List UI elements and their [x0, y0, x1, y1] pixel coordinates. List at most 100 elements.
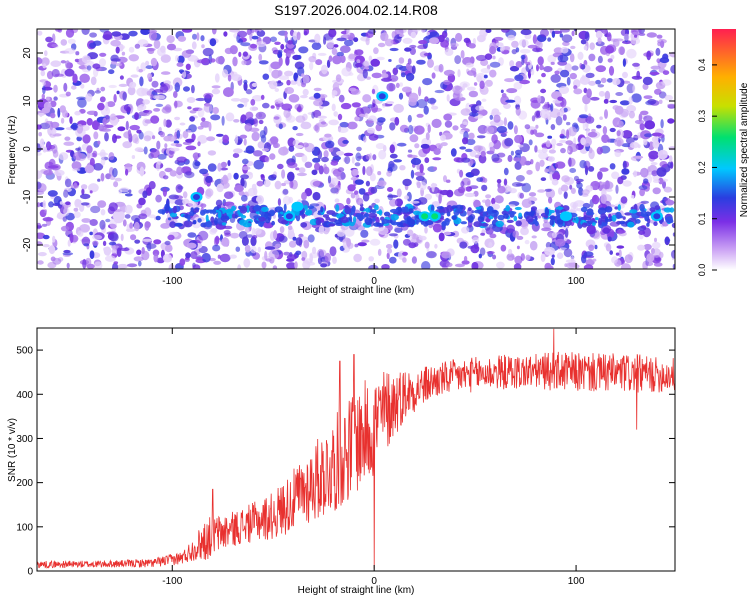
- spectrogram-cell: [51, 144, 58, 154]
- spectrogram-cell: [252, 235, 258, 239]
- spectrogram-cell: [200, 203, 207, 208]
- spectrogram-cell: [536, 149, 543, 154]
- spectrogram-cell: [326, 39, 335, 49]
- spectrogram-cell: [242, 51, 248, 57]
- spectrogram-cell: [452, 230, 460, 238]
- spectrogram-cell: [503, 167, 509, 176]
- spectrogram-cell: [652, 187, 661, 195]
- spectrogram-cell: [566, 76, 571, 86]
- spectrogram-cell: [540, 29, 549, 38]
- spectrogram-cell: [51, 43, 59, 48]
- spectrogram-cell: [466, 70, 476, 76]
- spectrogram-cell: [317, 150, 323, 160]
- spectrogram-cell: [605, 45, 615, 54]
- spectrogram-cell: [321, 156, 329, 163]
- spectrogram-cell: [304, 161, 313, 168]
- spectrogram-cell: [444, 29, 448, 34]
- spectrogram-cell: [354, 116, 360, 122]
- spectrogram-cell: [333, 111, 339, 117]
- spectrogram-cell: [197, 230, 209, 241]
- spectrogram-cell: [177, 55, 185, 64]
- spectrogram-cell: [399, 124, 409, 133]
- spectrogram-cell: [339, 45, 351, 53]
- spectrogram-cell: [513, 263, 522, 269]
- spectrogram-cell: [42, 244, 50, 248]
- spectrogram-cell: [544, 246, 556, 256]
- spectrogram-cell: [67, 38, 76, 45]
- spectrogram-cell: [205, 188, 214, 197]
- spectrogram-cell: [561, 175, 570, 183]
- spectrogram-cell: [671, 222, 675, 229]
- spectrogram-cell: [537, 189, 546, 193]
- spectrogram-cell: [465, 62, 474, 68]
- spectrogram-cell: [395, 64, 404, 70]
- spectrogram-cell: [209, 38, 217, 47]
- spectrogram-cell: [164, 240, 171, 246]
- spectrogram-cell: [530, 129, 534, 135]
- spectrogram-cell: [229, 232, 240, 239]
- spectrogram-cell: [365, 153, 371, 160]
- spectrogram-cell: [577, 51, 584, 61]
- spectrogram-cell: [128, 189, 132, 194]
- spectrogram-cell: [245, 111, 254, 120]
- spectrogram-cell: [243, 180, 247, 189]
- snr-x-tick-label: -100: [162, 576, 182, 587]
- spectrogram-band-cell: [413, 210, 421, 216]
- spectrogram-cell: [566, 262, 577, 269]
- spectrogram-cell: [38, 132, 42, 137]
- spectrogram-band-cell: [356, 214, 365, 220]
- snr-y-tick-label: 500: [16, 346, 33, 357]
- spectrogram-cell: [476, 177, 484, 183]
- spectrogram-cell: [407, 58, 412, 65]
- spectrogram-cell: [332, 55, 342, 65]
- spectrogram-cell: [515, 149, 523, 155]
- spectrogram-cell: [505, 99, 516, 103]
- spectrogram-band-cell: [544, 207, 550, 216]
- spectrogram-cell: [125, 168, 129, 176]
- spectrogram-cell: [282, 195, 291, 206]
- spectrogram-cell: [475, 105, 484, 111]
- spectrogram-cell: [127, 86, 136, 96]
- spectrogram-cell: [399, 82, 403, 87]
- spectrogram-band-cell: [604, 206, 613, 213]
- spectrogram-cell: [133, 256, 144, 262]
- spectrogram-cell: [215, 56, 225, 65]
- spectrogram-cell: [81, 55, 91, 64]
- spectrogram-cell: [52, 257, 62, 265]
- spectrogram-cell: [471, 261, 479, 269]
- spectrogram-band-cell: [581, 222, 588, 228]
- spectrogram-cell: [37, 30, 43, 36]
- spectrogram-cell: [427, 58, 434, 68]
- spectrogram-cell: [510, 150, 514, 156]
- spectrogram-cell: [73, 151, 83, 161]
- spectrogram-cell: [548, 165, 555, 175]
- spectrogram-cell: [148, 214, 156, 219]
- spectrogram-cell: [556, 252, 564, 259]
- spectrogram-cell: [352, 168, 359, 176]
- spectrogram-cell: [582, 94, 591, 105]
- spectrogram-cell: [377, 171, 382, 176]
- spectrogram-cell: [551, 231, 558, 239]
- spectrogram-cell: [205, 175, 213, 183]
- spectrogram-cell: [519, 156, 527, 166]
- spectrogram-band-cell: [495, 220, 504, 228]
- spectrogram-cell: [444, 120, 453, 128]
- spectrogram-cell: [153, 253, 159, 263]
- spectrogram-cell: [611, 256, 618, 264]
- spectrogram-cell: [648, 171, 653, 176]
- spectrogram-cell: [37, 170, 42, 180]
- spectrogram-cell: [375, 143, 385, 150]
- spectrogram-cell: [463, 255, 468, 262]
- spectrogram-cell: [606, 32, 612, 42]
- spectrogram-cell: [548, 149, 557, 154]
- spectrogram-cell: [632, 84, 636, 93]
- spectrogram-cell: [284, 87, 295, 94]
- spectrogram-cell: [506, 88, 518, 94]
- spectrogram-cell: [657, 149, 668, 160]
- spectrogram-cell: [616, 130, 621, 137]
- spectrogram-cell: [514, 74, 524, 82]
- spectrogram-cell: [545, 140, 551, 148]
- spectrogram-cell: [493, 114, 501, 123]
- spectrogram-cell: [500, 89, 504, 94]
- spectrogram-cell: [664, 94, 673, 101]
